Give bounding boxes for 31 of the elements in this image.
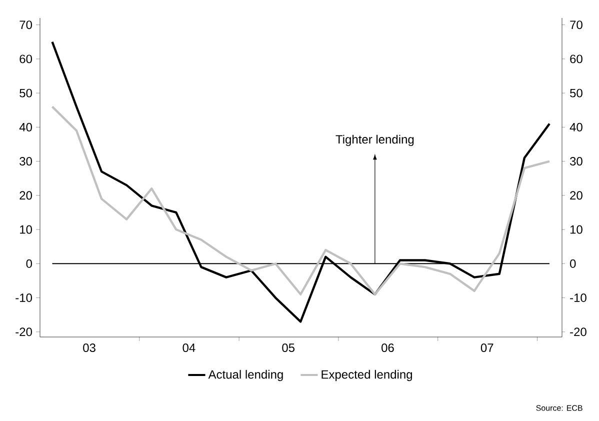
y-tick-label: 70 <box>20 20 32 30</box>
y2-tick-label: 20 <box>570 191 582 200</box>
legend-label: Expected lending <box>322 370 412 382</box>
y-tick-label: 10 <box>20 225 32 234</box>
y-tick-label: 50 <box>20 88 32 98</box>
y2-tick-label: 0 <box>570 259 576 268</box>
line-series <box>51 40 551 323</box>
x-tick-label: 07 <box>480 344 494 352</box>
y-tick-label: 40 <box>19 122 32 132</box>
y2-tick-label: -20 <box>570 328 586 336</box>
y2-tick-label: 30 <box>570 157 582 166</box>
x-tick-label: 04 <box>182 344 196 352</box>
y2-tick-label: 40 <box>570 122 582 132</box>
legend-label: Actual lending <box>208 370 283 382</box>
source-note: Source: ECB <box>536 405 582 411</box>
annotation: Tighter lending <box>336 134 414 146</box>
x-tick-label: 03 <box>83 344 96 352</box>
y-tick-label: 20 <box>20 191 32 200</box>
x-tick-label: 05 <box>282 344 295 352</box>
y2-tick-label: 60 <box>570 54 582 64</box>
y2-tick-label: 10 <box>570 225 582 234</box>
y2-tick-label: 50 <box>570 88 582 98</box>
y-tick-label: 30 <box>20 157 32 166</box>
line-series <box>51 106 551 296</box>
y-tick-label: -20 <box>16 328 32 336</box>
y2-tick-label: -10 <box>570 294 586 302</box>
y-tick-label: 0 <box>26 259 32 268</box>
y2-tick-label: 70 <box>570 20 582 30</box>
y-tick-label: -10 <box>16 294 32 302</box>
x-tick-label: 06 <box>382 344 394 352</box>
y-tick-label: 60 <box>20 54 32 64</box>
